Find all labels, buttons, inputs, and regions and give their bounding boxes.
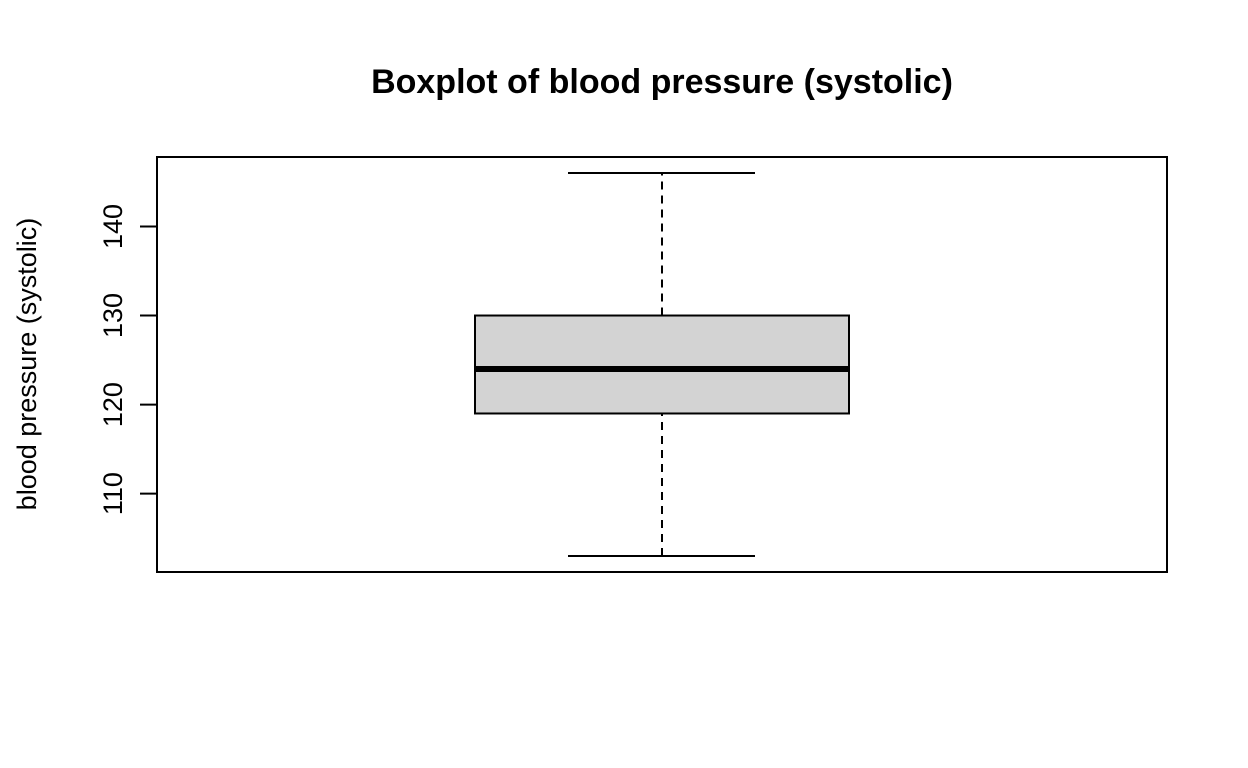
y-tick-label: 120 (98, 382, 128, 427)
boxplot (474, 172, 850, 557)
y-axis-label: blood pressure (systolic) (12, 218, 42, 511)
y-tick-label: 130 (98, 293, 128, 338)
interquartile-box (474, 314, 850, 415)
y-axis-ticks: 110 120 130 140 (98, 204, 157, 515)
y-tick-label: 140 (98, 204, 128, 249)
chart-title: Boxplot of blood pressure (systolic) (371, 63, 953, 101)
y-tick-label: 110 (98, 472, 128, 515)
